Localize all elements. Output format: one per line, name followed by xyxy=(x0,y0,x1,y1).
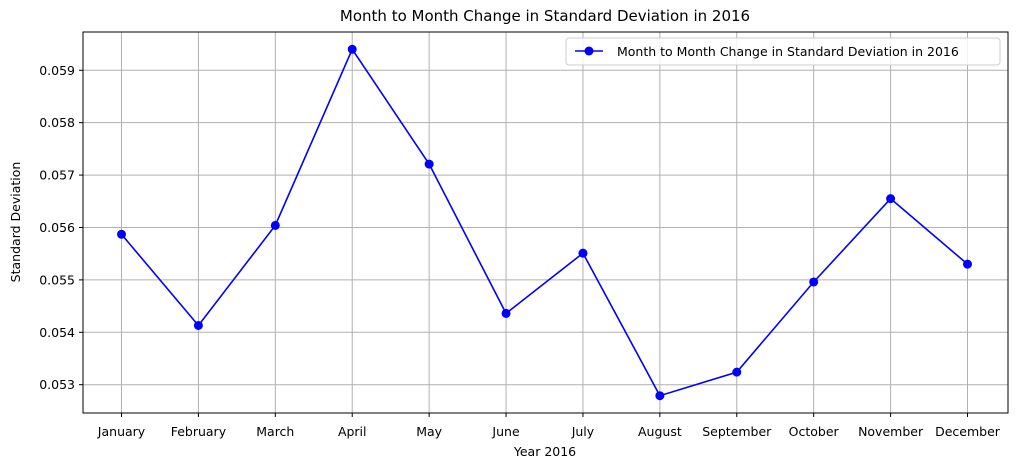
x-tick-label: July xyxy=(571,424,595,439)
data-point xyxy=(963,259,972,269)
data-point xyxy=(809,277,819,287)
axis-ticks: January February March April May June July Augu… xyxy=(39,63,1001,439)
legend-box xyxy=(565,37,1001,66)
x-tick-label: December xyxy=(935,424,1001,439)
y-tick-label: 0.058 xyxy=(39,115,75,130)
data-point xyxy=(117,229,126,239)
y-tick-label: 0.056 xyxy=(39,220,75,235)
chart-title: Month to Month Change in Standard Deviat… xyxy=(340,7,750,25)
y-tick-label: 0.054 xyxy=(39,325,75,340)
y-axis-label: Standard Deviation xyxy=(8,162,23,283)
data-point xyxy=(270,220,280,230)
legend-marker-sample xyxy=(584,46,594,56)
x-tick-label: February xyxy=(171,424,227,439)
grid xyxy=(83,32,1008,413)
data-point xyxy=(347,44,357,54)
data-point xyxy=(886,194,896,204)
data-point xyxy=(732,367,742,377)
x-tick-label: October xyxy=(789,424,840,439)
x-tick-label: April xyxy=(338,424,367,439)
y-tick-label: 0.059 xyxy=(39,63,75,78)
data-point xyxy=(193,320,203,330)
plot-frame xyxy=(82,31,1009,414)
x-tick-label: September xyxy=(702,424,772,439)
x-tick-label: January xyxy=(97,424,146,439)
series-line xyxy=(120,47,969,397)
x-axis-label: Year 2016 xyxy=(513,444,576,459)
series-layer xyxy=(117,44,972,401)
legend-label: Month to Month Change in Standard Deviat… xyxy=(617,44,959,59)
legend: Month to Month Change in Standard Deviat… xyxy=(565,37,1001,66)
data-point xyxy=(578,248,588,258)
data-point xyxy=(501,308,511,318)
y-tick-label: 0.057 xyxy=(39,168,75,183)
y-tick-label: 0.055 xyxy=(39,272,75,287)
x-tick-label: March xyxy=(256,424,294,439)
data-point xyxy=(424,159,434,169)
y-tick-label: 0.053 xyxy=(39,377,75,392)
x-tick-label: May xyxy=(416,424,442,439)
x-tick-label: November xyxy=(858,424,924,439)
data-point xyxy=(655,391,665,401)
x-tick-label: June xyxy=(491,424,520,439)
x-tick-label: August xyxy=(638,424,682,439)
